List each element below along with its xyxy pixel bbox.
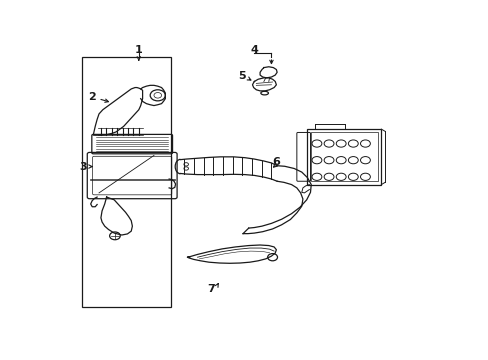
Text: 3: 3	[79, 162, 86, 172]
Text: 2: 2	[88, 92, 96, 102]
Bar	[307, 129, 381, 185]
Text: 4: 4	[250, 45, 258, 55]
Text: 6: 6	[272, 157, 280, 167]
Text: 7: 7	[206, 284, 214, 294]
Text: 1: 1	[135, 45, 142, 55]
Bar	[311, 132, 377, 181]
Bar	[82, 57, 171, 307]
Text: 5: 5	[238, 72, 245, 81]
